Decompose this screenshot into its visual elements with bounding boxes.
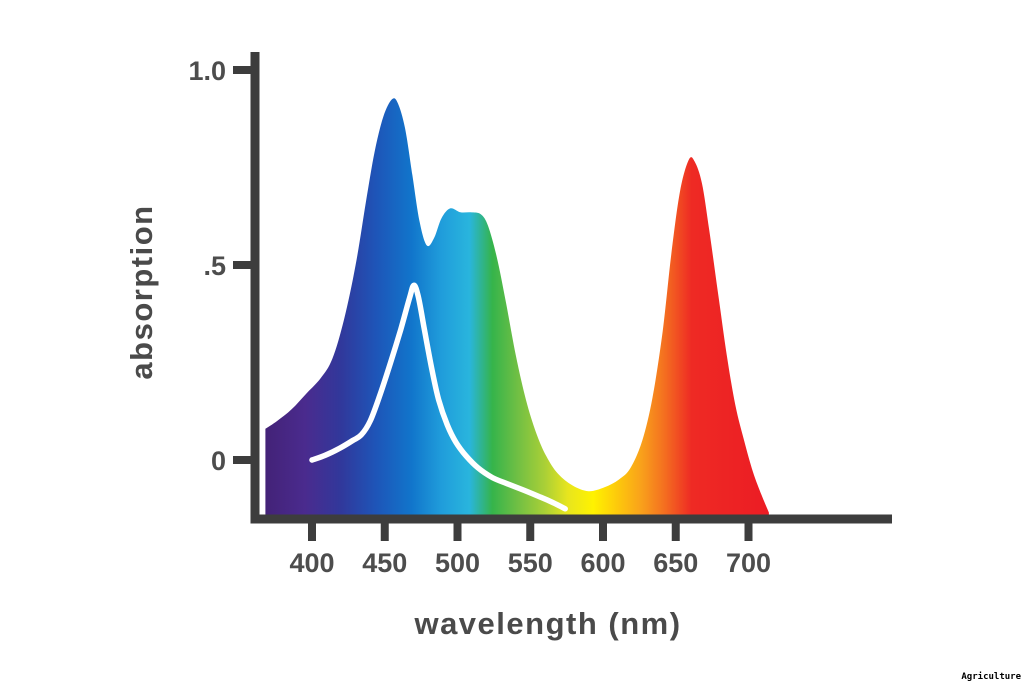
x-tick-label: 600 bbox=[580, 548, 625, 578]
x-axis-title: wavelength (nm) bbox=[413, 606, 681, 641]
spectrum-area-series bbox=[265, 98, 769, 516]
x-tick-label: 500 bbox=[435, 548, 480, 578]
watermark-text: Agriculture bbox=[961, 672, 1021, 682]
white-line-series bbox=[309, 282, 568, 512]
series-layer bbox=[265, 98, 769, 516]
ticks-layer bbox=[233, 66, 753, 541]
y-tick-label: 1.0 bbox=[188, 56, 226, 86]
y-tick-label: .5 bbox=[203, 251, 226, 281]
x-tick-label: 450 bbox=[362, 548, 407, 578]
x-tick-label: 400 bbox=[289, 548, 334, 578]
y-tick-label: 0 bbox=[211, 446, 226, 476]
x-tick-label: 650 bbox=[653, 548, 698, 578]
x-tick-label: 700 bbox=[726, 548, 771, 578]
y-axis-title: absorption bbox=[124, 204, 159, 379]
tick-labels-layer: 400 450 500 550 600 650 700 1.0 .5 0 bbox=[188, 56, 771, 578]
x-tick-label: 550 bbox=[508, 548, 553, 578]
